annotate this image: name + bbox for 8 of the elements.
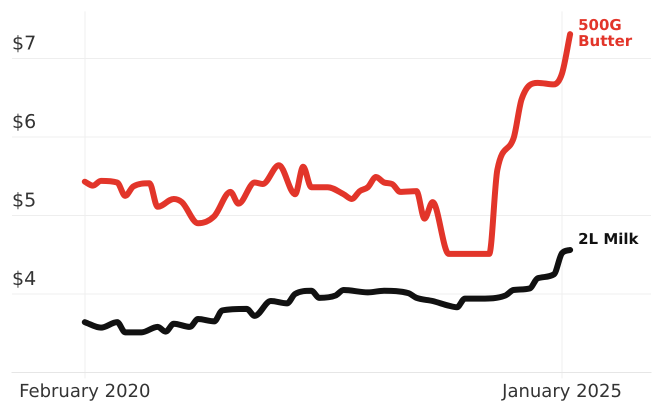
series-label: 500G Butter [578, 16, 633, 50]
y-tick-label: $6 [12, 110, 36, 133]
y-tick-label: $7 [12, 32, 36, 54]
x-tick-label: January 2025 [501, 380, 622, 402]
series-label: 2L Milk [578, 230, 640, 248]
y-tick-label: $4 [12, 268, 36, 290]
y-tick-label: $5 [12, 189, 36, 212]
x-tick-label: February 2020 [19, 380, 150, 402]
